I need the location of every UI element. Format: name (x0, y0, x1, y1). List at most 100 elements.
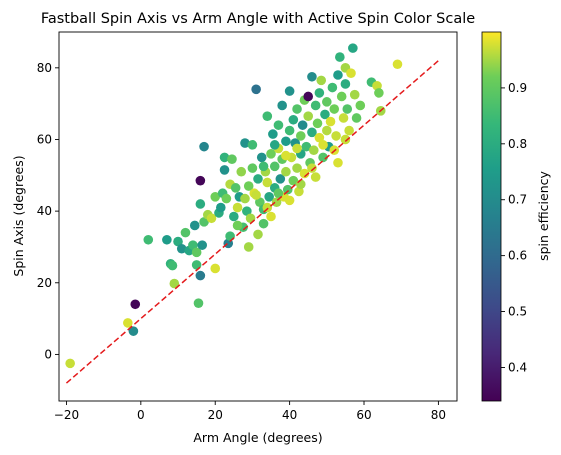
scatter-point (292, 163, 302, 173)
points-layer (65, 43, 403, 369)
scatter-point (130, 299, 141, 310)
scatter-point (216, 202, 226, 213)
scatter-point (314, 132, 325, 143)
scatter-point (221, 193, 232, 204)
scatter-point (273, 188, 284, 199)
scatter-point (299, 168, 310, 179)
scatter-point (128, 326, 139, 336)
scatter-point (232, 220, 243, 231)
scatter-point (288, 175, 299, 186)
scatter-point (351, 113, 362, 123)
scatter-point (243, 181, 254, 191)
scatter-point (143, 234, 154, 245)
scatter-point (262, 202, 273, 213)
scatter-point (262, 111, 273, 121)
scatter-point (123, 318, 133, 328)
scatter-point (301, 141, 312, 152)
y-tick-label: 0 (44, 347, 52, 361)
scatter-point (266, 149, 276, 159)
scatter-point (314, 88, 325, 98)
scatter-point (348, 43, 358, 53)
scatter-point (240, 193, 250, 204)
scatter-point (210, 263, 221, 274)
x-axis-label: Arm Angle (degrees) (193, 430, 322, 445)
colorbar-tick-label: 0.9 (508, 81, 527, 95)
scatter-point (256, 152, 267, 163)
scatter-point (199, 141, 209, 152)
scatter-point (322, 125, 332, 136)
scatter-point (243, 242, 254, 252)
scatter-point (282, 184, 293, 195)
scatter-point (292, 104, 302, 114)
scatter-point (232, 202, 243, 213)
colorbar-tick-label: 0.4 (508, 360, 527, 374)
scatter-point (281, 166, 291, 177)
scatter-point (266, 211, 276, 222)
scatter-point (346, 68, 356, 78)
colorbar-tick-label: 0.8 (508, 137, 527, 151)
scatter-point (284, 125, 295, 136)
scatter-point (281, 150, 291, 161)
scatter-point (316, 75, 327, 86)
y-tick-label: 60 (37, 132, 52, 146)
scatter-point (269, 161, 280, 172)
scatter-point (264, 191, 274, 202)
scatter-point (318, 152, 328, 163)
scatter-point (173, 236, 183, 247)
scatter-point (225, 231, 235, 242)
scatter-point (349, 89, 360, 100)
scatter-point (65, 358, 75, 369)
scatter-point (338, 113, 349, 123)
scatter-point (269, 140, 280, 150)
x-tick-label: −20 (54, 408, 79, 422)
scatter-point (268, 129, 278, 139)
scatter-point (333, 157, 343, 168)
scatter-point (255, 197, 265, 207)
reference-line (65, 60, 439, 384)
scatter-point (258, 218, 269, 229)
scatter-point (297, 120, 308, 130)
scatter-point (197, 240, 208, 250)
scatter-point (292, 143, 302, 154)
scatter-point (392, 59, 403, 70)
y-axis-label: Spin Axis (degrees) (11, 155, 26, 276)
colorbar-label: spin efficiency (536, 170, 551, 260)
scatter-point (281, 136, 291, 147)
x-axis-ticks: −20 0 20 40 60 80 (54, 401, 446, 422)
scatter-point (344, 125, 354, 136)
scatter-point (320, 109, 330, 120)
scatter-point (180, 227, 191, 238)
scatter-point (253, 174, 263, 184)
scatter-point (355, 100, 366, 111)
scatter-point (374, 88, 384, 98)
colorbar-tick-label: 0.5 (508, 305, 527, 319)
y-tick-label: 20 (37, 276, 52, 290)
colorbar-tick-label: 0.6 (508, 249, 527, 263)
scatter-point (288, 114, 299, 125)
scatter-point (275, 174, 286, 184)
scatter-point (169, 278, 180, 289)
scatter-point (329, 104, 340, 114)
x-tick-label: 60 (356, 408, 371, 422)
scatter-point (199, 217, 209, 227)
colorbar (481, 31, 502, 402)
colorbar-tick-label: 0.7 (508, 193, 527, 207)
scatter-point (307, 71, 317, 82)
plot-frame (58, 31, 458, 402)
scatter-point (340, 79, 351, 89)
scatter-point (308, 145, 319, 156)
scatter-point (230, 183, 241, 193)
scatter-point (219, 152, 230, 163)
scatter-point (310, 172, 321, 182)
scatter-point (284, 86, 295, 96)
x-tick-label: 40 (282, 408, 297, 422)
scatter-point (247, 163, 258, 173)
scatter-point (335, 52, 345, 62)
scatter-point (247, 140, 258, 150)
scatter-point (191, 247, 202, 258)
x-tick-label: 80 (431, 408, 446, 422)
scatter-point (327, 82, 338, 93)
x-tick-label: 20 (208, 408, 223, 422)
scatter-point (245, 213, 256, 224)
